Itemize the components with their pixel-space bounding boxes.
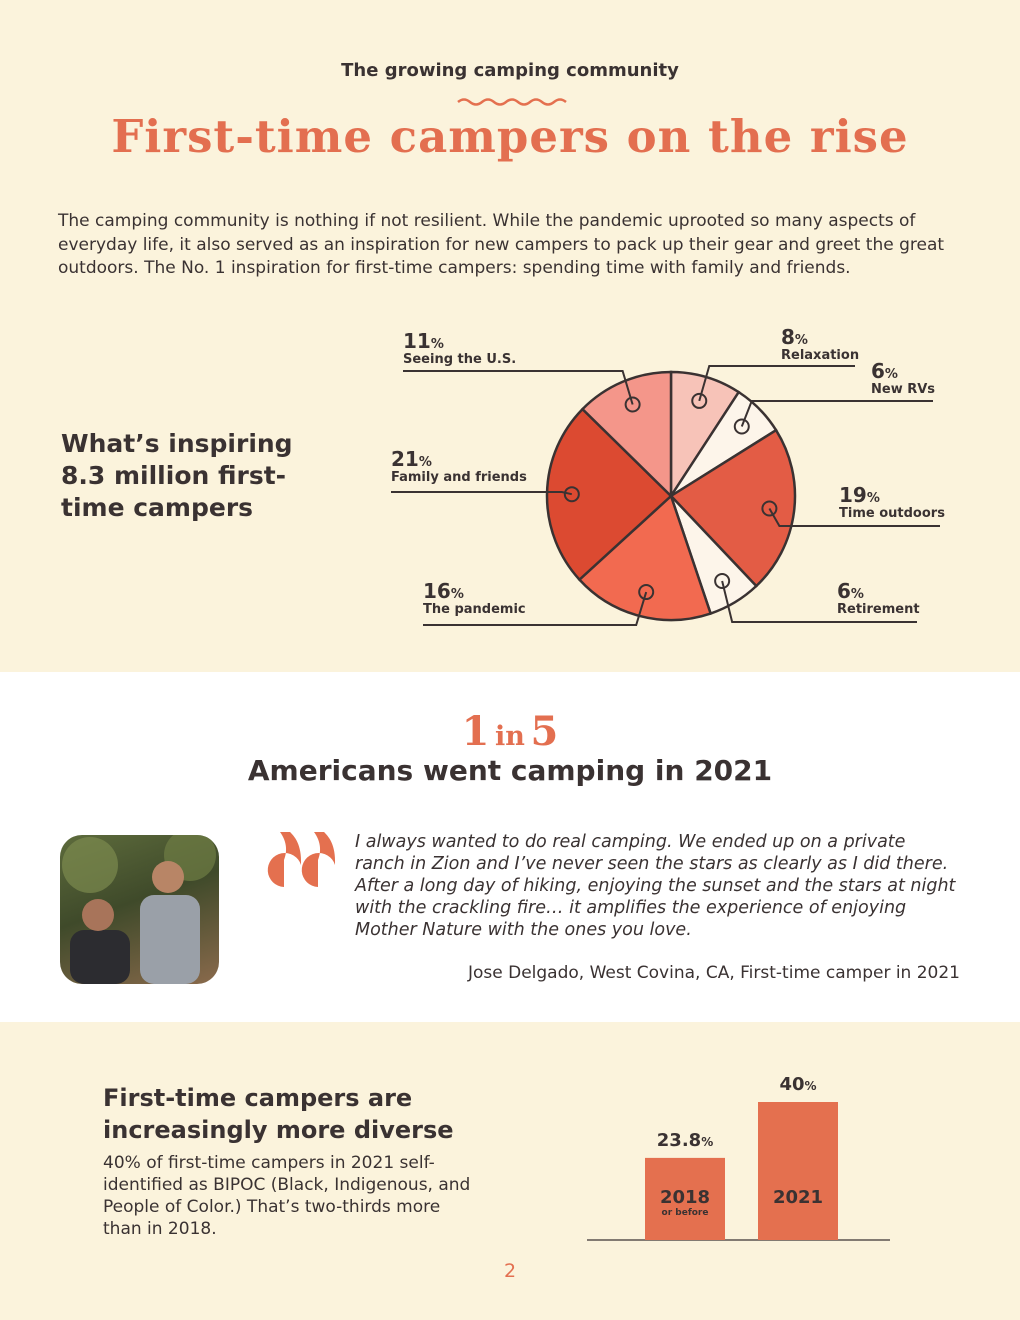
- stat-number: 1: [461, 708, 490, 755]
- person: [70, 930, 130, 984]
- pie-title: What’s inspiring 8.3 million first-time …: [61, 429, 293, 522]
- person: [82, 899, 114, 931]
- quote-attribution: Jose Delgado, West Covina, CA, First-tim…: [467, 963, 960, 983]
- bar-title: First-time campers are increasingly more…: [103, 1084, 454, 1144]
- top-section: [0, 0, 1020, 672]
- foliage: [62, 837, 118, 893]
- stat-total: 5: [530, 708, 559, 755]
- quote-text: I always wanted to do real camping. We e…: [355, 832, 956, 940]
- quote-glyph: [267, 832, 302, 887]
- bottom-section: [0, 1022, 1020, 1320]
- intro-text: The camping community is nothing if not …: [58, 211, 945, 278]
- stat-figure: 1 in 5: [0, 708, 1020, 755]
- bar-description: 40% of first-time campers in 2021 self-i…: [103, 1153, 471, 1239]
- stat-joiner: in: [495, 721, 525, 752]
- page-number: 2: [503, 1260, 517, 1282]
- person: [140, 895, 200, 984]
- photo-art: [62, 835, 216, 984]
- person: [152, 861, 184, 893]
- quote-mark: [267, 832, 336, 887]
- page-title: First-time campers on the rise: [111, 110, 909, 163]
- quote-glyph: [301, 832, 336, 887]
- photo: [60, 835, 219, 984]
- kicker: The growing camping community: [341, 60, 679, 81]
- stat-caption: Americans went camping in 2021: [247, 754, 773, 787]
